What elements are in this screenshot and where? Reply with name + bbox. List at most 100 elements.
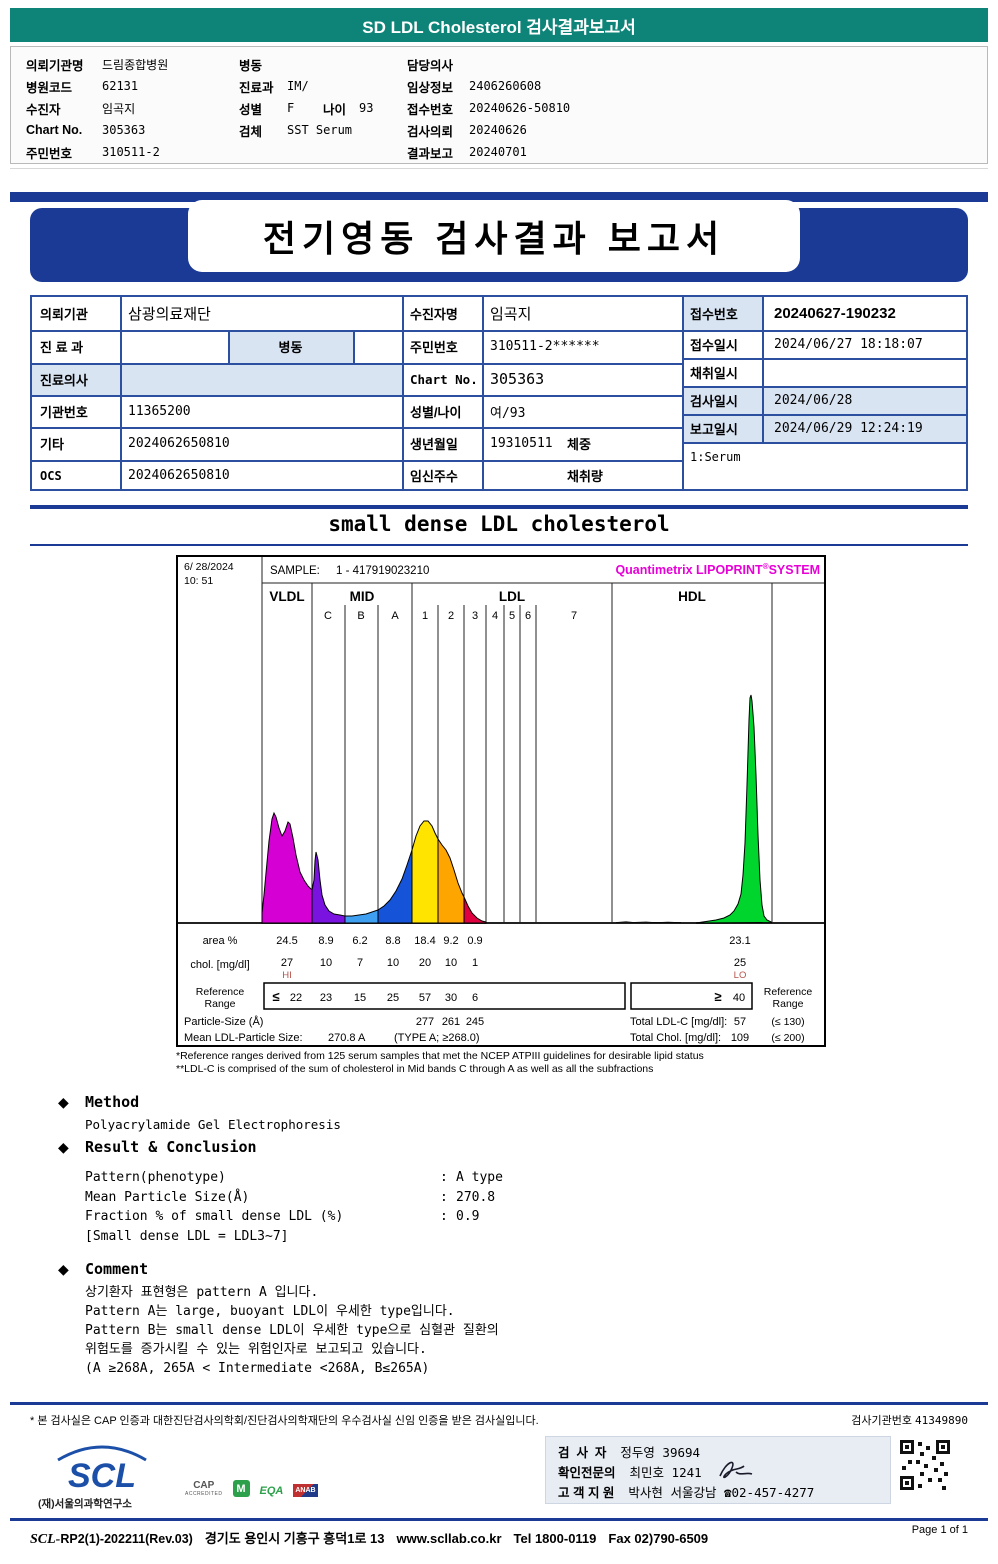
- cell-value: 310511-2******: [490, 339, 600, 354]
- field-label: 성별: [239, 102, 263, 117]
- sample-value: 1 - 417919023210: [336, 565, 429, 577]
- flag-lo: LO: [734, 970, 747, 981]
- sub-band-labels: C B A 1 2 3 4 5 6 7: [324, 610, 577, 622]
- result-items: Pattern(phenotype): A type Mean Particle …: [85, 1168, 685, 1246]
- field-row: 의뢰기관명 드림종합병원: [26, 53, 236, 75]
- ref-label-line2: Range: [205, 998, 236, 1010]
- cell-label: 접수번호: [690, 307, 738, 322]
- section-title-wrap: small dense LDL cholesterol: [30, 512, 968, 536]
- ldl-sub-label: 5: [509, 610, 515, 622]
- field-label: 담당의사: [407, 58, 454, 73]
- scl-arc: [57, 1445, 147, 1462]
- field-label: 진료과: [239, 80, 274, 95]
- field-value: 93: [359, 101, 374, 115]
- staff-value: 박사현 서울강남 ☎02-457-4277: [628, 1484, 815, 1500]
- cell-value: 11365200: [128, 403, 191, 419]
- comment-line: 위험도를 증가시킬 수 있는 위험인자로 보고되고 있습니다.: [85, 1342, 427, 1357]
- ref-box-hdl: [630, 982, 753, 1010]
- band-group-labels: VLDL MID LDL HDL: [269, 589, 706, 604]
- grid-line: [402, 297, 404, 489]
- ref-value: 23: [320, 992, 332, 1004]
- chart-date: 6/ 28/2024: [184, 561, 234, 573]
- grid-line: [228, 330, 230, 363]
- chol-value: 25: [734, 957, 746, 969]
- chol-value: 10: [445, 957, 457, 969]
- cell-label: OCS: [40, 468, 62, 483]
- comment-line: (A ≥268A, 265A < Intermediate <268A, B≤2…: [85, 1361, 430, 1376]
- band-label-ldl: LDL: [499, 589, 525, 604]
- staff-label: 고 객 지 원: [558, 1485, 615, 1500]
- cell-value: 2024062650810: [128, 468, 230, 483]
- serum-note: 1:Serum: [690, 450, 741, 464]
- chol-value: 20: [419, 957, 431, 969]
- lab-number-value: 41349890: [915, 1414, 968, 1427]
- signature: [718, 1461, 752, 1479]
- fax: Fax 02)790-6509: [608, 1531, 709, 1546]
- ref-hdl-value: 40: [733, 992, 745, 1004]
- tinted-cell: [228, 330, 353, 363]
- grid-line: [32, 427, 682, 429]
- area-value: 8.9: [318, 935, 333, 947]
- total-chol-label: Total Chol. [mg/dl]:: [630, 1032, 721, 1044]
- field-label: 나이: [323, 102, 347, 117]
- comment-line: Pattern A는 large, buoyant LDL이 우세한 type입…: [85, 1304, 455, 1319]
- banner-title: 전기영동 검사결과 보고서: [262, 218, 726, 259]
- area-value: 8.8: [385, 935, 400, 947]
- field-label: 주민번호: [26, 146, 73, 161]
- particle-value: 261: [442, 1016, 460, 1028]
- grid-line: [482, 297, 484, 489]
- reference-range-row: Reference Range ≤ 22 23 15 25 57 30 6 ≥ …: [196, 982, 812, 1010]
- field-row: 결과보고 20240701: [407, 141, 697, 163]
- mid-sub-label: A: [391, 610, 399, 622]
- mid-sub-label: C: [324, 610, 332, 622]
- cell-label: 접수일시: [690, 337, 738, 353]
- result-item: Fraction % of small dense LDL (%):0.9: [85, 1207, 685, 1227]
- area-value: 9.2: [443, 935, 458, 947]
- page-number: Page 1 of 1: [911, 1524, 968, 1536]
- ref-value: 15: [354, 992, 366, 1004]
- grid-line: [32, 395, 682, 397]
- ref-value: 30: [445, 992, 457, 1004]
- footer-address-line: SCL-RP2(1)-202211(Rev.03) 경기도 용인시 기흥구 흥덕…: [30, 1528, 708, 1548]
- staff-row: 확인전문의 최민호 1241: [558, 1461, 756, 1480]
- result-note: [Small dense LDL = LDL3~7]: [85, 1228, 289, 1244]
- ref-le-icon: ≤: [272, 989, 279, 1004]
- field-value: SST Serum: [287, 123, 353, 137]
- website: www.scllab.co.kr: [396, 1531, 502, 1546]
- grid-line: [682, 386, 966, 388]
- ref-value: 57: [419, 992, 431, 1004]
- comment-heading: Comment: [85, 1260, 149, 1278]
- field-value: 20240701: [469, 145, 527, 159]
- patient-header-mid: 병동 진료과 IM/ 성별 F 나이 93 검체 SST Serum: [239, 53, 404, 141]
- field-row: 임상정보 2406260608: [407, 75, 697, 97]
- total-chol-value: 109: [731, 1032, 749, 1044]
- particle-value: 277: [416, 1016, 434, 1028]
- lab-number: 검사기관번호 41349890: [851, 1412, 968, 1428]
- ref-label-line1: Reference: [196, 986, 245, 998]
- grid-line: [682, 297, 684, 489]
- section-rule-bottom: [30, 544, 968, 546]
- grid-line: [32, 363, 682, 365]
- chol-value: 1: [472, 957, 478, 969]
- chol-value: 10: [387, 957, 399, 969]
- field-value: 드림종합병원: [102, 57, 169, 72]
- staff-row: 고 객 지 원 박사현 서울강남 ☎02-457-4277: [558, 1482, 814, 1500]
- field-label: 검체: [239, 124, 263, 139]
- cert-logos: CAP ACCREDITED M EQA ANAB: [185, 1480, 318, 1497]
- cell-value: 2024/06/29 12:24:19: [774, 420, 923, 436]
- cell-label: 보고일시: [690, 421, 738, 437]
- tinted-cell: [682, 386, 966, 414]
- result-item-colon: :: [440, 1209, 448, 1225]
- ldl-sub-label: 6: [525, 610, 531, 622]
- staff-label: 확인전문의: [558, 1465, 616, 1480]
- telephone: Tel 1800-0119: [513, 1531, 597, 1546]
- grid-line: [682, 358, 966, 360]
- cell-value: 2024/06/27 18:18:07: [774, 336, 923, 352]
- ref-value: 22: [290, 992, 302, 1004]
- footnote: *Reference ranges derived from 125 serum…: [176, 1050, 704, 1062]
- result-item-label: Fraction % of small dense LDL (%): [85, 1209, 344, 1225]
- field-label: 접수번호: [407, 102, 454, 117]
- field-row: 성별 F 나이 93: [239, 97, 404, 119]
- report-title-bar: SD LDL Cholesterol 검사결과보고서: [10, 8, 988, 42]
- total-ldl-label: Total LDL-C [mg/dl]:: [630, 1016, 727, 1028]
